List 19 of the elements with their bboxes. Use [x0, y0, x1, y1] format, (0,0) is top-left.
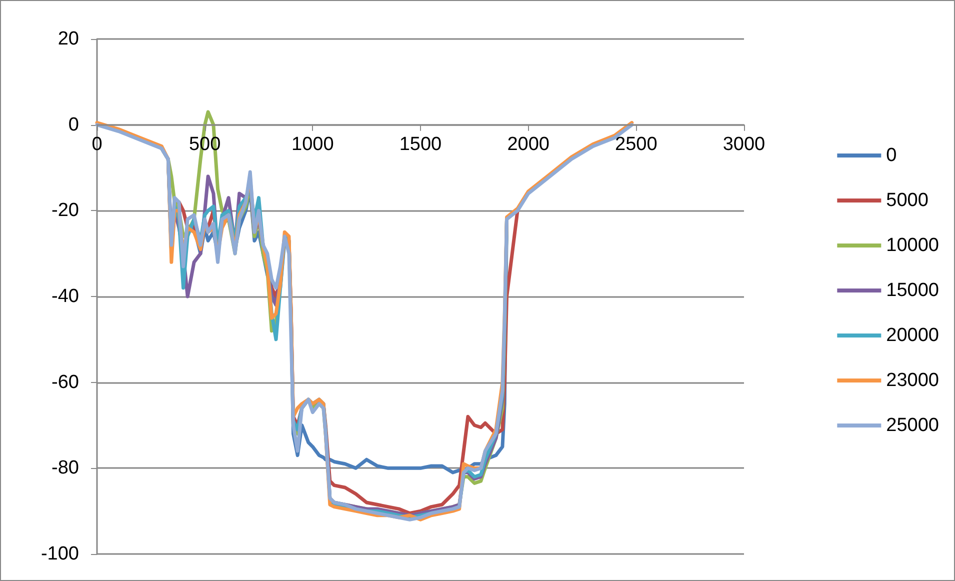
x-tick-label: 3000: [722, 134, 766, 155]
y-tick-label: -80: [52, 458, 79, 479]
y-tick-label: 0: [68, 114, 79, 136]
legend-label: 15000: [886, 280, 940, 301]
legend-label: 25000: [886, 415, 940, 436]
y-tick-label: -60: [52, 372, 79, 393]
legend-label: 23000: [886, 370, 940, 391]
x-tick-label: 0: [92, 134, 102, 155]
legend-label: 20000: [886, 325, 940, 346]
legend-label: 10000: [886, 235, 940, 256]
x-tick-label: 2500: [615, 134, 658, 155]
x-tick-label: 1500: [399, 134, 442, 155]
x-tick-label: 2000: [507, 134, 550, 155]
x-tick-label: 1000: [292, 134, 334, 155]
y-tick-label: -40: [52, 286, 79, 307]
y-tick-label: 20: [58, 28, 79, 50]
y-tick-label: -100: [40, 544, 79, 564]
y-tick-label: -20: [52, 200, 79, 222]
legend-label: 5000: [886, 190, 928, 211]
